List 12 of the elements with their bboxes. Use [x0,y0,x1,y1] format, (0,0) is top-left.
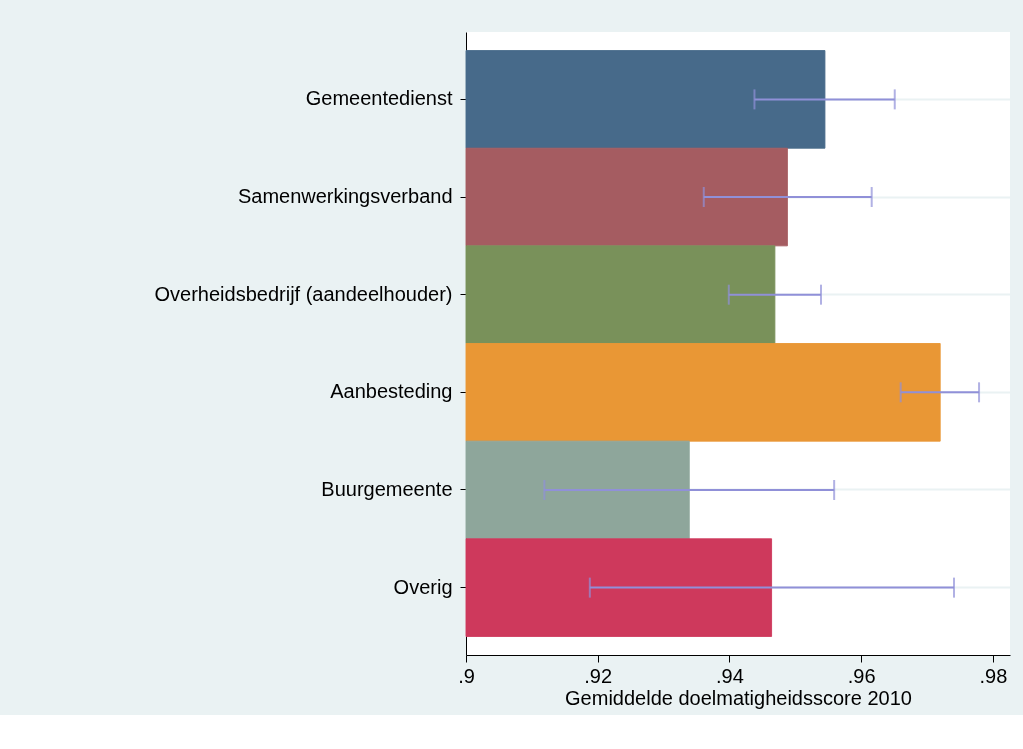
x-tick-label: .94 [716,664,744,687]
y-tick-label: Gemeentedienst [305,87,453,110]
y-tick-label: Aanbesteding [330,380,453,403]
x-tick-label: .9 [458,664,475,687]
x-tick-label: .92 [584,664,613,687]
y-tick-label: Samenwerkingsverband [237,185,453,208]
y-tick-label: Overig [393,575,453,598]
x-axis-title: Gemiddelde doelmatigheidsscore 2010 [565,686,912,709]
y-tick-label: Buurgemeente [321,477,453,500]
y-tick-label: Overheidsbedrijf (aandeelhouder) [154,282,453,305]
x-tick-label: .98 [979,664,1008,687]
x-tick-label: .96 [847,664,876,687]
